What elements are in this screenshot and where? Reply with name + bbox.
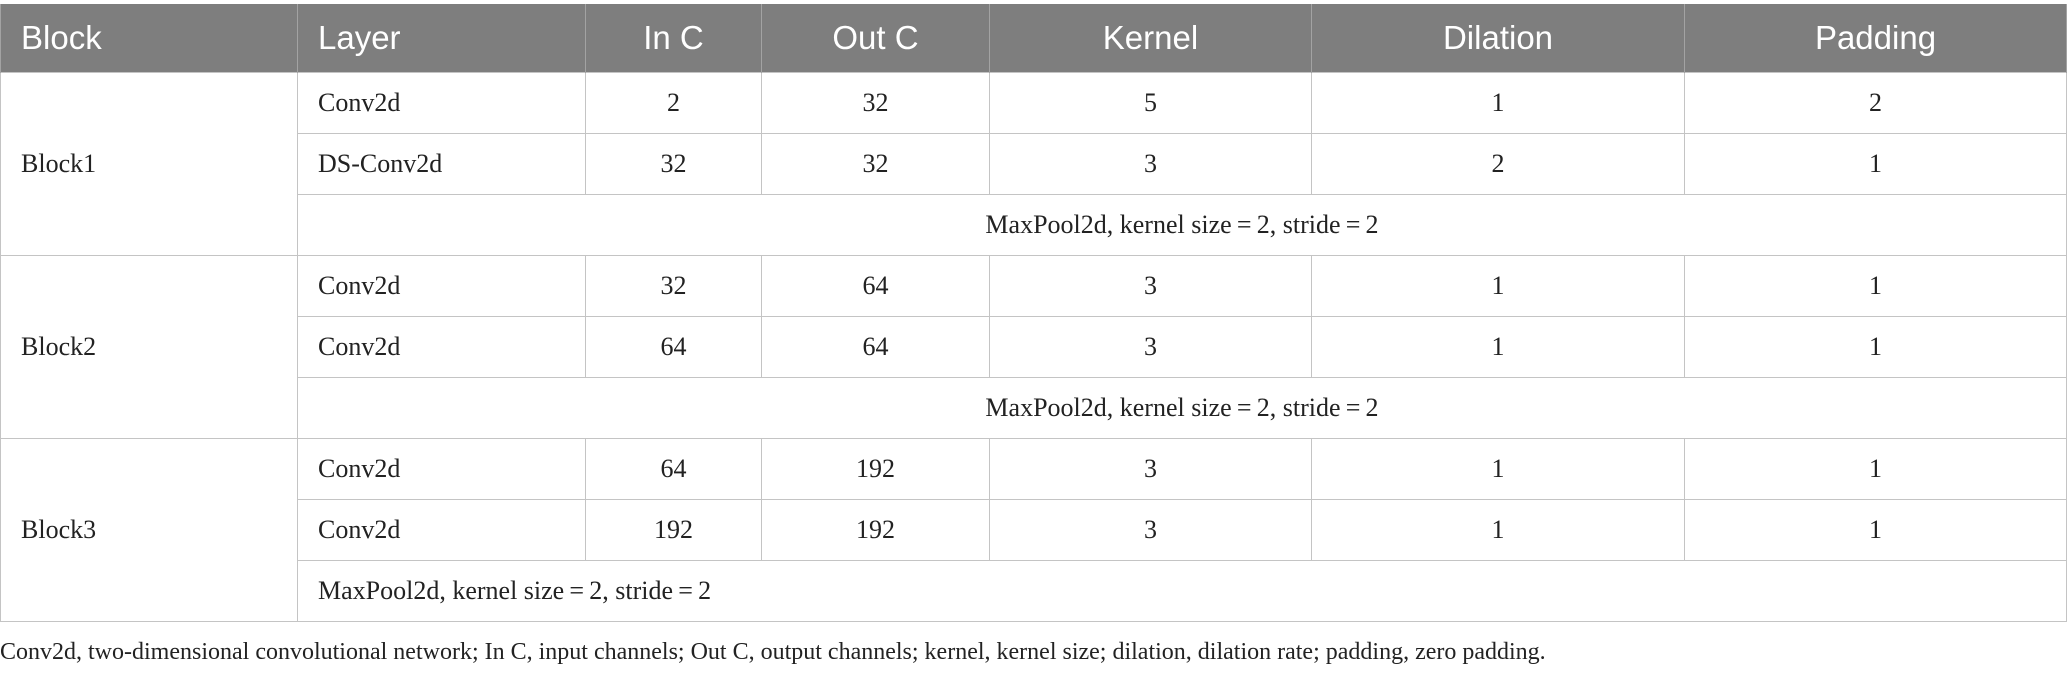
padding-cell: 1 <box>1684 316 2067 378</box>
kernel-cell: 3 <box>989 438 1312 500</box>
table-row: DS-Conv2d 32 32 3 2 1 <box>1 133 2067 195</box>
out-c-cell: 64 <box>761 255 990 317</box>
in-c-cell: 32 <box>585 255 762 317</box>
table-row: Block1 Conv2d 2 32 5 1 2 <box>0 72 2067 256</box>
kernel-cell: 3 <box>989 316 1312 378</box>
dilation-cell: 2 <box>1311 133 1685 195</box>
in-c-cell: 2 <box>585 72 762 134</box>
block-name-cell: Block1 <box>0 72 298 256</box>
header-row: Block Layer In C Out C Kernel Dilation P… <box>0 4 2067 73</box>
layer-cell: Conv2d <box>297 438 586 500</box>
in-c-cell: 64 <box>585 316 762 378</box>
kernel-cell: 3 <box>989 499 1312 561</box>
layer-cell: Conv2d <box>297 72 586 134</box>
out-c-cell: 192 <box>761 499 990 561</box>
layer-cell: Conv2d <box>297 499 586 561</box>
table-row: Conv2d 192 192 3 1 1 <box>1 499 2067 561</box>
padding-cell: 2 <box>1684 72 2067 134</box>
block-name-cell: Block3 <box>0 438 298 622</box>
padding-cell: 1 <box>1684 133 2067 195</box>
layer-cell: Conv2d <box>297 255 586 317</box>
pool-row: MaxPool2d, kernel size = 2, stride = 2 <box>1 377 2067 439</box>
padding-cell: 1 <box>1684 499 2067 561</box>
pool-row: MaxPool2d, kernel size = 2, stride = 2 <box>1 560 2067 622</box>
out-c-cell: 64 <box>761 316 990 378</box>
architecture-table-container: Block Layer In C Out C Kernel Dilation P… <box>0 4 2067 622</box>
block-name-cell: Block2 <box>0 255 298 439</box>
out-c-cell: 32 <box>761 72 990 134</box>
pool-cell: MaxPool2d, kernel size = 2, stride = 2 <box>297 560 2067 622</box>
kernel-cell: 3 <box>989 255 1312 317</box>
table-row: Block2 Conv2d 32 64 3 1 1 <box>0 255 2067 439</box>
table-footnote: Conv2d, two-dimensional convolutional ne… <box>0 639 1546 665</box>
architecture-table: Block Layer In C Out C Kernel Dilation P… <box>0 4 2067 622</box>
table-row: Block3 Conv2d 64 192 3 1 1 <box>0 438 2067 622</box>
kernel-cell: 5 <box>989 72 1312 134</box>
header-block: Block <box>0 4 298 73</box>
dilation-cell: 1 <box>1311 438 1685 500</box>
header-kernel: Kernel <box>989 4 1312 73</box>
padding-cell: 1 <box>1684 255 2067 317</box>
header-dilation: Dilation <box>1311 4 1685 73</box>
in-c-cell: 192 <box>585 499 762 561</box>
padding-cell: 1 <box>1684 438 2067 500</box>
pool-cell: MaxPool2d, kernel size = 2, stride = 2 <box>297 194 2067 256</box>
layer-cell: Conv2d <box>297 316 586 378</box>
dilation-cell: 1 <box>1311 255 1685 317</box>
header-in-c: In C <box>585 4 762 73</box>
dilation-cell: 1 <box>1311 499 1685 561</box>
in-c-cell: 32 <box>585 133 762 195</box>
header-out-c: Out C <box>761 4 990 73</box>
dilation-cell: 1 <box>1311 316 1685 378</box>
kernel-cell: 3 <box>989 133 1312 195</box>
dilation-cell: 1 <box>1311 72 1685 134</box>
in-c-cell: 64 <box>585 438 762 500</box>
out-c-cell: 192 <box>761 438 990 500</box>
table-row: Conv2d 64 64 3 1 1 <box>1 316 2067 378</box>
header-layer: Layer <box>297 4 586 73</box>
header-padding: Padding <box>1684 4 2067 73</box>
layer-cell: DS-Conv2d <box>297 133 586 195</box>
pool-row: MaxPool2d, kernel size = 2, stride = 2 <box>1 194 2067 256</box>
out-c-cell: 32 <box>761 133 990 195</box>
pool-cell: MaxPool2d, kernel size = 2, stride = 2 <box>297 377 2067 439</box>
